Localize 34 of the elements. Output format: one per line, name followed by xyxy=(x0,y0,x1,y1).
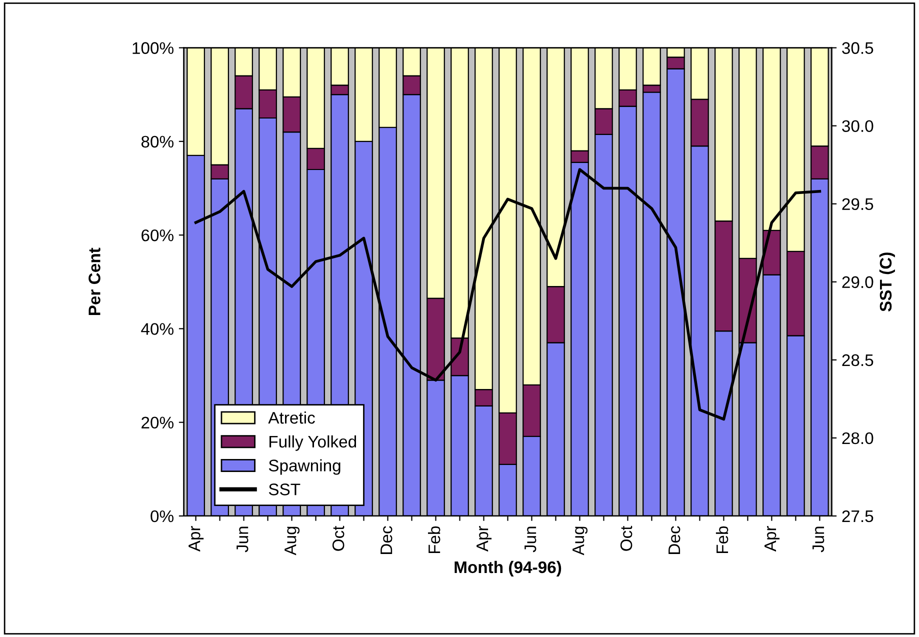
y2-tick-label: 27.5 xyxy=(842,510,874,522)
x-tick-label: Jun xyxy=(236,526,248,552)
y2-tick-label: 28.0 xyxy=(842,432,874,444)
y2-tick-label: 30.5 xyxy=(842,42,874,54)
legend-label: SST xyxy=(268,484,300,496)
y-tick-label: 80% xyxy=(141,136,174,148)
x-tick-label: Aug xyxy=(284,526,300,556)
x-tick-label: Apr xyxy=(476,526,492,552)
y2-tick-label: 29.5 xyxy=(842,198,874,210)
x-tick-label: Jun xyxy=(524,526,536,552)
x-tick-label: Feb xyxy=(716,526,728,554)
legend-label: Fully Yolked xyxy=(270,435,356,451)
legend-label: Atretic xyxy=(268,411,315,424)
x-tick-label: Apr xyxy=(764,526,780,552)
y2-tick-label: 30.0 xyxy=(842,120,874,132)
y2-tick-label: 29.0 xyxy=(842,276,874,288)
y-tick-label: 40% xyxy=(141,323,174,335)
legend-label: Spawning xyxy=(268,459,340,475)
x-tick-label: Dec xyxy=(668,526,680,554)
x-axis-title: Month (94-96) xyxy=(454,560,562,576)
x-tick-label: Dec xyxy=(380,526,392,554)
y-tick-label: 60% xyxy=(142,229,174,242)
x-tick-label: Oct xyxy=(620,526,632,551)
y2-tick-label: 28.5 xyxy=(842,354,874,366)
y2-axis-title: SST (C) xyxy=(879,252,895,312)
x-tick-label: Oct xyxy=(332,526,344,551)
y-axis-title: Per Cent xyxy=(88,248,100,316)
y-tick-label: 20% xyxy=(142,416,174,429)
x-tick-label: Feb xyxy=(428,526,440,554)
y-tick-label: 0% xyxy=(150,510,174,522)
x-tick-label: Aug xyxy=(572,526,588,556)
x-tick-label: Apr xyxy=(188,526,204,552)
y-tick-label: 100% xyxy=(132,42,174,54)
x-tick-label: Jun xyxy=(812,526,824,552)
